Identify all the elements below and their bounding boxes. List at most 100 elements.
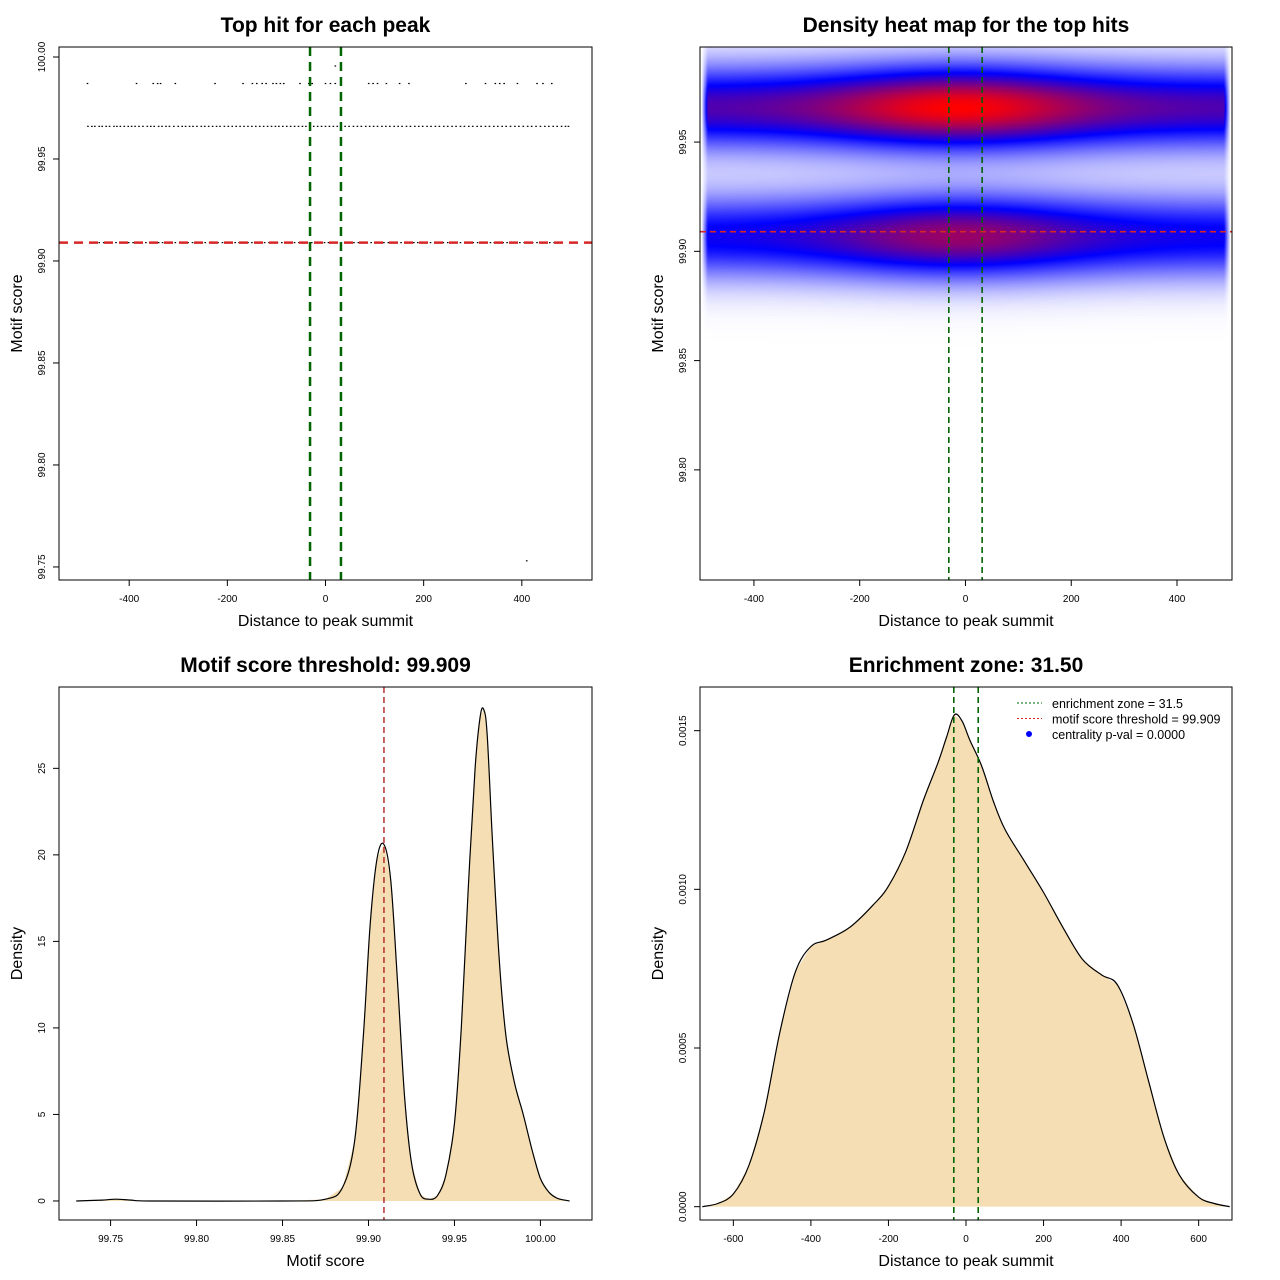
plot-frame — [699, 46, 1233, 581]
data-point — [552, 125, 555, 127]
data-point — [86, 82, 89, 85]
data-point — [191, 242, 194, 244]
data-point — [132, 242, 134, 244]
x-tick-label: -400 — [744, 594, 764, 605]
chart-title: Density heat map for the top hits — [803, 14, 1130, 37]
data-point — [494, 82, 497, 85]
data-point — [522, 125, 525, 127]
data-point — [181, 125, 183, 127]
x-axis-label: Motif score — [286, 1253, 364, 1270]
data-point — [489, 242, 492, 244]
data-point — [368, 125, 371, 127]
density-fill — [76, 709, 570, 1201]
data-point — [234, 242, 236, 244]
data-point — [116, 125, 118, 127]
data-point — [381, 125, 383, 127]
data-point — [203, 125, 206, 127]
data-point — [348, 125, 350, 127]
data-point — [157, 242, 160, 244]
data-point — [282, 82, 285, 85]
data-point — [385, 125, 387, 127]
y-tick-label: 99.80 — [37, 452, 48, 477]
data-point — [219, 125, 221, 127]
plot-area — [702, 687, 1230, 1220]
data-point — [184, 125, 187, 127]
data-point — [187, 242, 189, 244]
data-point — [299, 82, 301, 85]
data-point — [310, 242, 313, 244]
data-point — [414, 125, 416, 127]
data-point — [204, 242, 207, 244]
data-point — [94, 125, 96, 127]
data-point — [468, 125, 470, 127]
y-tick-label: 0.0005 — [678, 1032, 689, 1063]
x-tick-label: 400 — [513, 594, 530, 605]
plot-area — [76, 687, 570, 1220]
data-point — [279, 82, 282, 85]
y-axis: 99.80 99.85 99.90 99.95 — [678, 129, 701, 482]
y-tick-label: 20 — [37, 849, 48, 861]
data-point — [207, 125, 210, 127]
data-point — [127, 125, 130, 127]
data-point — [344, 125, 346, 127]
density-curve — [702, 713, 1230, 1208]
data-point — [536, 242, 538, 244]
data-point — [442, 242, 445, 244]
data-point — [251, 125, 253, 127]
x-axis: -400 -200 0 200 400 — [119, 579, 531, 605]
data-point — [484, 125, 487, 127]
data-point — [398, 82, 401, 85]
data-point — [409, 125, 412, 127]
data-point — [567, 125, 570, 127]
x-tick-label: -600 — [723, 1234, 743, 1245]
data-point — [364, 125, 367, 127]
data-point — [463, 125, 466, 127]
data-point — [243, 125, 245, 127]
data-point — [108, 125, 111, 127]
data-point — [408, 82, 410, 85]
data-point — [516, 82, 519, 85]
x-tick-label: 200 — [1035, 1234, 1052, 1245]
data-point — [471, 125, 474, 127]
data-point — [161, 242, 164, 244]
x-tick-label: -400 — [801, 1234, 821, 1245]
x-axis-label: Distance to peak summit — [238, 613, 414, 630]
data-point — [544, 125, 546, 127]
y-tick-label: 99.90 — [678, 238, 689, 263]
data-point — [102, 242, 105, 244]
data-point — [275, 82, 278, 85]
data-point — [278, 125, 280, 127]
data-point — [459, 125, 462, 127]
data-point — [519, 242, 521, 244]
data-point — [372, 125, 375, 127]
data-point — [509, 125, 512, 127]
data-point — [289, 125, 292, 127]
data-point — [177, 125, 180, 127]
legend-label: centrality p-val = 0.0000 — [1052, 728, 1185, 742]
data-point — [446, 125, 449, 127]
x-tick-label: 99.90 — [356, 1234, 381, 1245]
data-point — [385, 82, 388, 85]
data-point — [334, 65, 337, 67]
x-tick-label: 0 — [323, 594, 329, 605]
data-point — [370, 242, 372, 244]
data-point — [145, 242, 147, 244]
data-point — [472, 242, 475, 244]
chart-title: Enrichment zone: 31.50 — [849, 654, 1084, 677]
data-point — [442, 125, 445, 127]
data-point — [265, 82, 267, 85]
data-point — [327, 242, 330, 244]
data-point — [146, 125, 149, 127]
legend-label: motif score threshold = 99.909 — [1052, 713, 1221, 727]
data-point — [564, 125, 567, 127]
data-point — [430, 125, 432, 127]
data-point — [324, 82, 327, 85]
data-point — [530, 125, 533, 127]
data-point — [211, 125, 214, 127]
data-point — [426, 125, 428, 127]
y-tick-label: 0.0015 — [678, 715, 689, 746]
y-tick-label: 15 — [37, 935, 48, 947]
data-point — [484, 82, 487, 85]
data-point — [323, 242, 326, 244]
